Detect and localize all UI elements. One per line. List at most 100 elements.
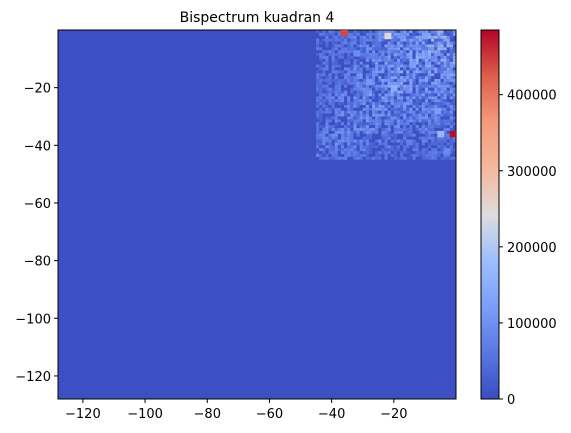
- heatmap-cell: [452, 148, 456, 152]
- heatmap-cell: [403, 128, 407, 131]
- heatmap-cell: [325, 41, 329, 45]
- heatmap-cell: [440, 44, 444, 48]
- heatmap-cell: [393, 153, 397, 157]
- heatmap-cell: [325, 122, 329, 126]
- heatmap-cell: [316, 47, 320, 51]
- heatmap-cell: [384, 55, 388, 59]
- heatmap-cell: [375, 67, 379, 71]
- heatmap-cell: [375, 119, 379, 123]
- heatmap-cell: [452, 55, 456, 59]
- heatmap-cell: [381, 136, 385, 140]
- heatmap-cell: [393, 44, 397, 48]
- heatmap-cell: [372, 107, 376, 111]
- heatmap-cell: [415, 99, 419, 103]
- heatmap-cell: [403, 110, 407, 114]
- heatmap-cell: [418, 93, 422, 97]
- heatmap-cell: [440, 32, 444, 36]
- heatmap-cell: [443, 32, 447, 36]
- heatmap-cell: [375, 125, 379, 129]
- heatmap-cell: [359, 122, 363, 126]
- heatmap-cell: [452, 30, 456, 33]
- heatmap-cell: [378, 119, 382, 123]
- heatmap-cell: [387, 133, 391, 137]
- heatmap-cell: [443, 58, 447, 62]
- heatmap-cell: [446, 70, 450, 74]
- heatmap-cell: [322, 61, 326, 65]
- heatmap-cell: [406, 53, 410, 56]
- heatmap-cell: [390, 119, 394, 123]
- heatmap-cell: [378, 30, 382, 33]
- heatmap-cell: [387, 125, 391, 129]
- heatmap-cell: [362, 47, 366, 51]
- heatmap-cell: [372, 50, 376, 54]
- heatmap-cell: [437, 151, 441, 154]
- heatmap-cell: [400, 96, 404, 100]
- heatmap-cell: [359, 44, 363, 48]
- heatmap-cell: [421, 116, 425, 120]
- heatmap-cell: [344, 58, 348, 62]
- heatmap-cell: [390, 148, 394, 152]
- heatmap-cell: [452, 104, 456, 108]
- heatmap-cell: [325, 81, 329, 85]
- heatmap-cell: [384, 116, 388, 120]
- heatmap-cell: [409, 79, 413, 82]
- heatmap-cell: [452, 47, 456, 51]
- heatmap-cell: [353, 148, 357, 152]
- heatmap-cell: [418, 32, 422, 36]
- heatmap-cell: [434, 122, 438, 126]
- heatmap-cell: [334, 113, 338, 117]
- heatmap-cell: [344, 35, 348, 39]
- heatmap-cell: [400, 139, 404, 143]
- heatmap-cell: [328, 87, 332, 91]
- heatmap-cell: [378, 67, 382, 71]
- heatmap-texture: [316, 30, 456, 160]
- heatmap-cell: [440, 142, 444, 146]
- heatmap-cell: [446, 58, 450, 62]
- heatmap-cell: [415, 128, 419, 131]
- heatmap-cell: [415, 35, 419, 39]
- heatmap-cell: [353, 130, 357, 134]
- heatmap-cell: [431, 55, 435, 59]
- heatmap-cell: [449, 142, 453, 146]
- heatmap-cell: [347, 73, 351, 77]
- heatmap-cell: [446, 93, 450, 97]
- heatmap-cell: [362, 151, 366, 154]
- heatmap-cell: [396, 139, 401, 143]
- heatmap-cell: [319, 110, 323, 114]
- heatmap-cell: [415, 55, 419, 59]
- heatmap-cell: [368, 107, 373, 111]
- heatmap-cell: [350, 79, 354, 82]
- heatmap-cell: [340, 133, 345, 137]
- heatmap-cell: [350, 81, 354, 85]
- heatmap-cell: [381, 55, 385, 59]
- heatmap-cell: [353, 119, 357, 123]
- heatmap-cell: [415, 41, 419, 45]
- heatmap-cell: [393, 61, 397, 65]
- heatmap-cell: [428, 130, 432, 134]
- heatmap-cell: [340, 93, 345, 97]
- heatmap-cell: [421, 130, 425, 134]
- heatmap-cell: [409, 99, 413, 103]
- heatmap-cell: [325, 64, 329, 68]
- heatmap-cell: [449, 90, 453, 94]
- heatmap-cell: [387, 113, 391, 117]
- heatmap-cell: [424, 110, 429, 114]
- heatmap-cell: [396, 130, 401, 134]
- heatmap-cell: [431, 113, 435, 117]
- heatmap-cell: [319, 53, 323, 56]
- heatmap-cell: [337, 53, 341, 56]
- heatmap-cell: [412, 104, 416, 108]
- heatmap-cell: [319, 119, 323, 123]
- heatmap-cell: [449, 96, 453, 100]
- heatmap-cell: [328, 110, 332, 114]
- heatmap-cell: [406, 102, 410, 105]
- heatmap-cell: [400, 79, 404, 82]
- heatmap-cell: [409, 44, 413, 48]
- heatmap-cell: [449, 119, 453, 123]
- heatmap-cell: [384, 119, 388, 123]
- heatmap-cell: [344, 113, 348, 117]
- heatmap-cell: [378, 64, 382, 68]
- heatmap-cell: [387, 93, 391, 97]
- heatmap-cell: [375, 145, 379, 149]
- heatmap-cell: [418, 153, 422, 157]
